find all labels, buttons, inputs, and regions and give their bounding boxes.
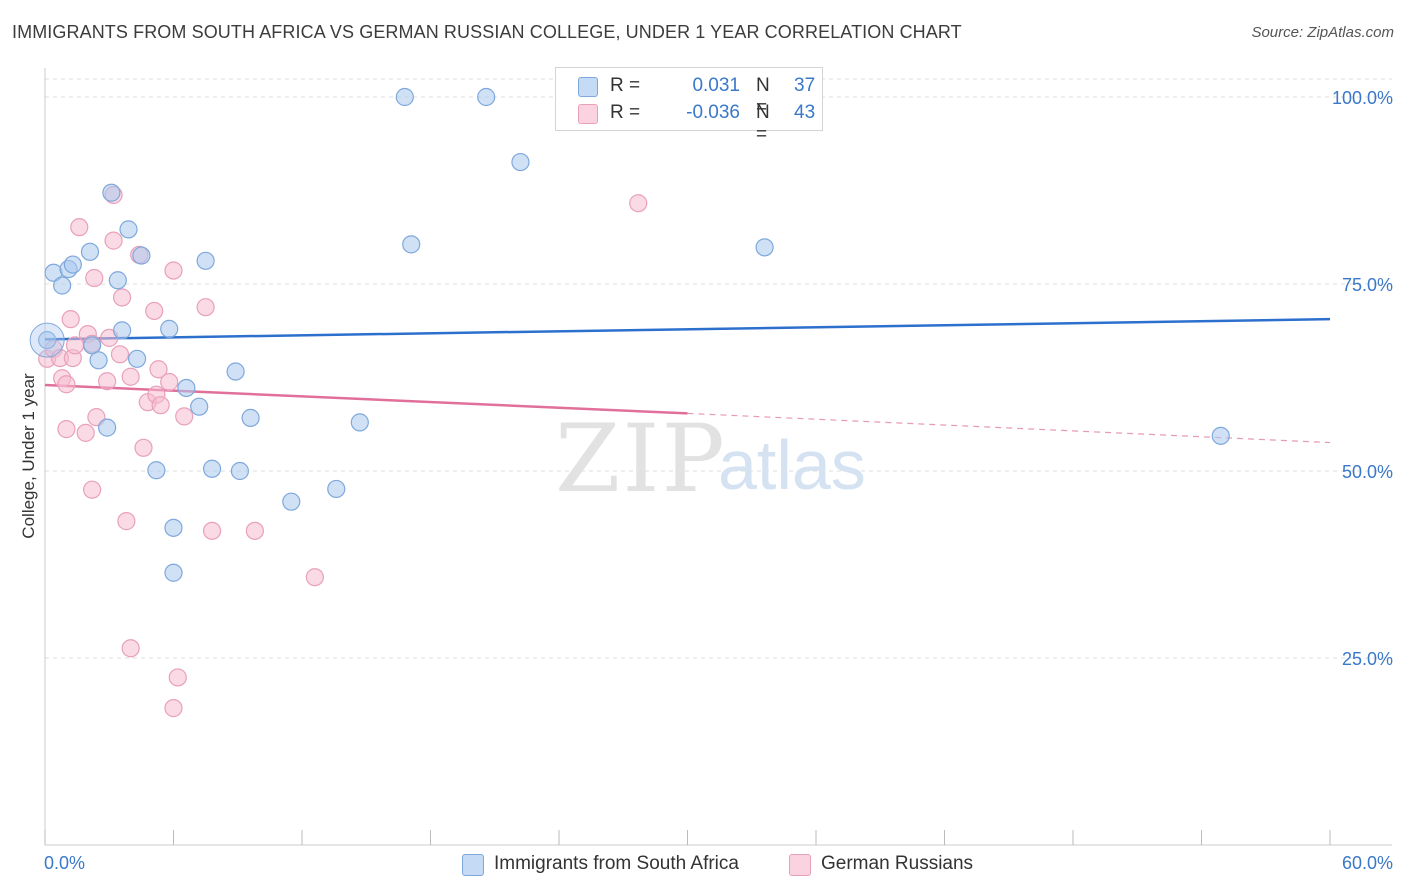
point-pink: [629, 194, 648, 213]
chart-title: IMMIGRANTS FROM SOUTH AFRICA VS GERMAN R…: [12, 22, 962, 42]
point-blue: [226, 362, 245, 381]
point-pink: [85, 268, 104, 288]
legend-r-label: R =: [610, 102, 641, 123]
y-tick-label: 50.0%: [1342, 462, 1393, 482]
axis-layer: [44, 68, 1392, 846]
legend-n-value: 43: [794, 102, 816, 123]
point-pink: [112, 288, 132, 307]
point-pink: [70, 218, 89, 237]
point-pink: [134, 438, 153, 457]
point-pink: [164, 261, 183, 280]
point-blue: [327, 479, 346, 499]
point-blue: [350, 413, 369, 432]
point-pink: [305, 568, 324, 587]
point-blue: [511, 152, 530, 172]
trend-line-pink-dashed: [687, 412, 1331, 444]
point-pink: [110, 345, 130, 364]
point-pink: [160, 372, 179, 392]
y-tick-label: 100.0%: [1332, 88, 1393, 108]
legend-r-label: R =: [610, 75, 641, 96]
point-pink: [61, 310, 80, 329]
source-label: Source: ZipAtlas.com: [1251, 24, 1394, 41]
point-blue: [755, 238, 774, 257]
point-pink: [245, 521, 264, 540]
point-pink: [104, 231, 123, 250]
point-blue: [282, 492, 301, 511]
point-blue: [38, 331, 57, 350]
point-blue: [83, 336, 102, 355]
legend-label: German Russians: [821, 853, 974, 874]
point-pink: [145, 301, 164, 321]
point-blue: [127, 349, 147, 368]
point-blue: [164, 518, 183, 537]
y-tick-label: 75.0%: [1342, 275, 1393, 295]
point-blue: [1211, 426, 1230, 445]
point-blue: [196, 251, 215, 270]
legend-n-label: N =: [756, 75, 770, 118]
point-blue: [202, 459, 222, 478]
legend-label: Immigrants from South Africa: [494, 853, 739, 874]
point-pink: [83, 480, 102, 499]
correlation-legend: R = 0.031 N = 37 R = -0.036 N = 43: [555, 67, 823, 145]
point-pink: [98, 372, 117, 391]
point-blue: [89, 351, 108, 370]
legend-r-value: 0.031: [692, 75, 740, 96]
point-blue: [53, 276, 72, 295]
point-pink: [57, 420, 76, 439]
watermark: ZIP atlas: [555, 405, 866, 514]
point-pink: [151, 396, 170, 415]
legend-swatch-pink: [578, 104, 598, 124]
y-axis-label: College, Under 1 year: [19, 373, 38, 539]
x-tick-label: 0.0%: [44, 853, 85, 873]
point-blue-large: [29, 322, 65, 358]
point-blue: [108, 271, 127, 290]
point-blue: [395, 87, 414, 107]
point-blue: [147, 461, 166, 480]
point-blue: [112, 321, 132, 340]
point-blue: [177, 378, 196, 398]
point-pink: [175, 407, 194, 426]
point-blue: [160, 319, 179, 338]
watermark-zip: ZIP: [555, 405, 727, 514]
point-pink: [168, 668, 187, 687]
point-blue: [477, 87, 496, 107]
legend-swatch-blue: [462, 854, 484, 876]
legend-n-value: 37: [794, 75, 816, 96]
point-blue: [80, 242, 100, 261]
point-pink: [76, 423, 95, 442]
grid-layer: [45, 78, 1392, 659]
legend-n-label: N =: [756, 102, 770, 145]
legend-swatch-pink: [789, 854, 811, 876]
point-pink: [149, 360, 168, 379]
point-blue: [402, 235, 421, 254]
point-blue: [164, 563, 183, 582]
x-tick-label: 60.0%: [1342, 853, 1393, 873]
point-blue: [241, 408, 260, 427]
legend-r-value: -0.036: [686, 102, 740, 123]
point-blue: [102, 183, 121, 202]
point-blue: [98, 418, 117, 437]
legend-swatch-blue: [578, 77, 598, 97]
point-blue: [132, 246, 151, 265]
label-layer: 100.0% 75.0% 50.0% 25.0% 0.0% 60.0%: [44, 88, 1393, 873]
point-blue: [190, 397, 209, 416]
y-tick-label: 25.0%: [1342, 649, 1393, 669]
point-pink: [164, 699, 183, 718]
point-pink: [117, 512, 136, 531]
point-blue: [63, 255, 82, 274]
point-pink: [121, 367, 140, 386]
point-pink: [196, 298, 215, 317]
point-layer: [29, 87, 1230, 718]
trend-line-blue: [44, 317, 1331, 341]
watermark-atlas: atlas: [718, 426, 866, 504]
point-pink: [202, 521, 222, 540]
point-pink: [57, 375, 76, 394]
point-pink: [121, 639, 140, 658]
point-blue: [119, 220, 138, 239]
point-blue: [230, 461, 249, 481]
